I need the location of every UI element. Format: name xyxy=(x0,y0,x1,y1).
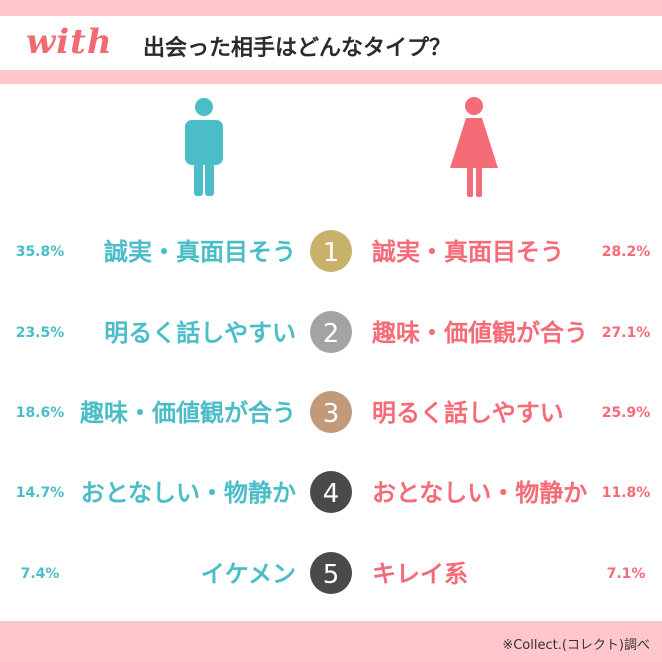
header-bottom-band xyxy=(0,70,662,84)
header-top-band xyxy=(0,0,662,16)
female-type-label: おとなしい・物静か xyxy=(372,479,587,507)
female-percent-label: 25.9% xyxy=(602,405,651,421)
female-type-label: 明るく話しやすい xyxy=(372,399,564,427)
source-note: ※Collect.(コレクト)調べ xyxy=(502,638,650,653)
male-type-label: 趣味・価値観が合う xyxy=(79,399,296,427)
man-icon xyxy=(185,98,223,196)
female-type-label: 趣味・価値観が合う xyxy=(371,319,588,347)
page-title: 出会った相手はどんなタイプ？ xyxy=(143,36,452,61)
footer-band xyxy=(0,621,662,662)
male-percent-label: 18.6% xyxy=(16,405,65,421)
female-percent-label: 27.1% xyxy=(602,325,651,341)
woman-icon xyxy=(450,97,498,197)
with-logo: with xyxy=(26,22,113,62)
rank-number-5: 5 xyxy=(323,560,340,590)
rank-number-1: 1 xyxy=(323,238,340,268)
ranking-chart: 1 誠実・真面目そう 35.8% 誠実・真面目そう 28.2% 2 明るく話しやすい 23.5… xyxy=(16,97,651,594)
rank-number-2: 2 xyxy=(323,319,340,349)
male-type-label: イケメン xyxy=(201,560,296,588)
rank-badge-5 xyxy=(310,552,352,594)
male-percent-label: 7.4% xyxy=(21,566,60,582)
male-percent-label: 23.5% xyxy=(16,325,65,341)
female-percent-label: 11.8% xyxy=(602,485,651,501)
rank-badge-2 xyxy=(310,311,352,353)
female-type-label: 誠実・真面目そう xyxy=(372,238,564,266)
male-percent-label: 35.8% xyxy=(16,244,65,260)
female-percent-label: 28.2% xyxy=(602,244,651,260)
header xyxy=(0,16,662,70)
female-percent-label: 7.1% xyxy=(607,566,646,582)
rank-badge-4 xyxy=(310,471,352,513)
male-percent-label: 14.7% xyxy=(16,485,65,501)
rank-badge-3 xyxy=(310,391,352,433)
male-type-label: 明るく話しやすい xyxy=(104,319,296,347)
rank-number-3: 3 xyxy=(323,399,340,429)
male-type-label: 誠実・真面目そう xyxy=(104,238,296,266)
rank-badge-1 xyxy=(310,230,352,272)
male-type-label: おとなしい・物静か xyxy=(81,479,296,507)
female-type-label: キレイ系 xyxy=(372,560,468,588)
rank-number-4: 4 xyxy=(323,479,340,509)
